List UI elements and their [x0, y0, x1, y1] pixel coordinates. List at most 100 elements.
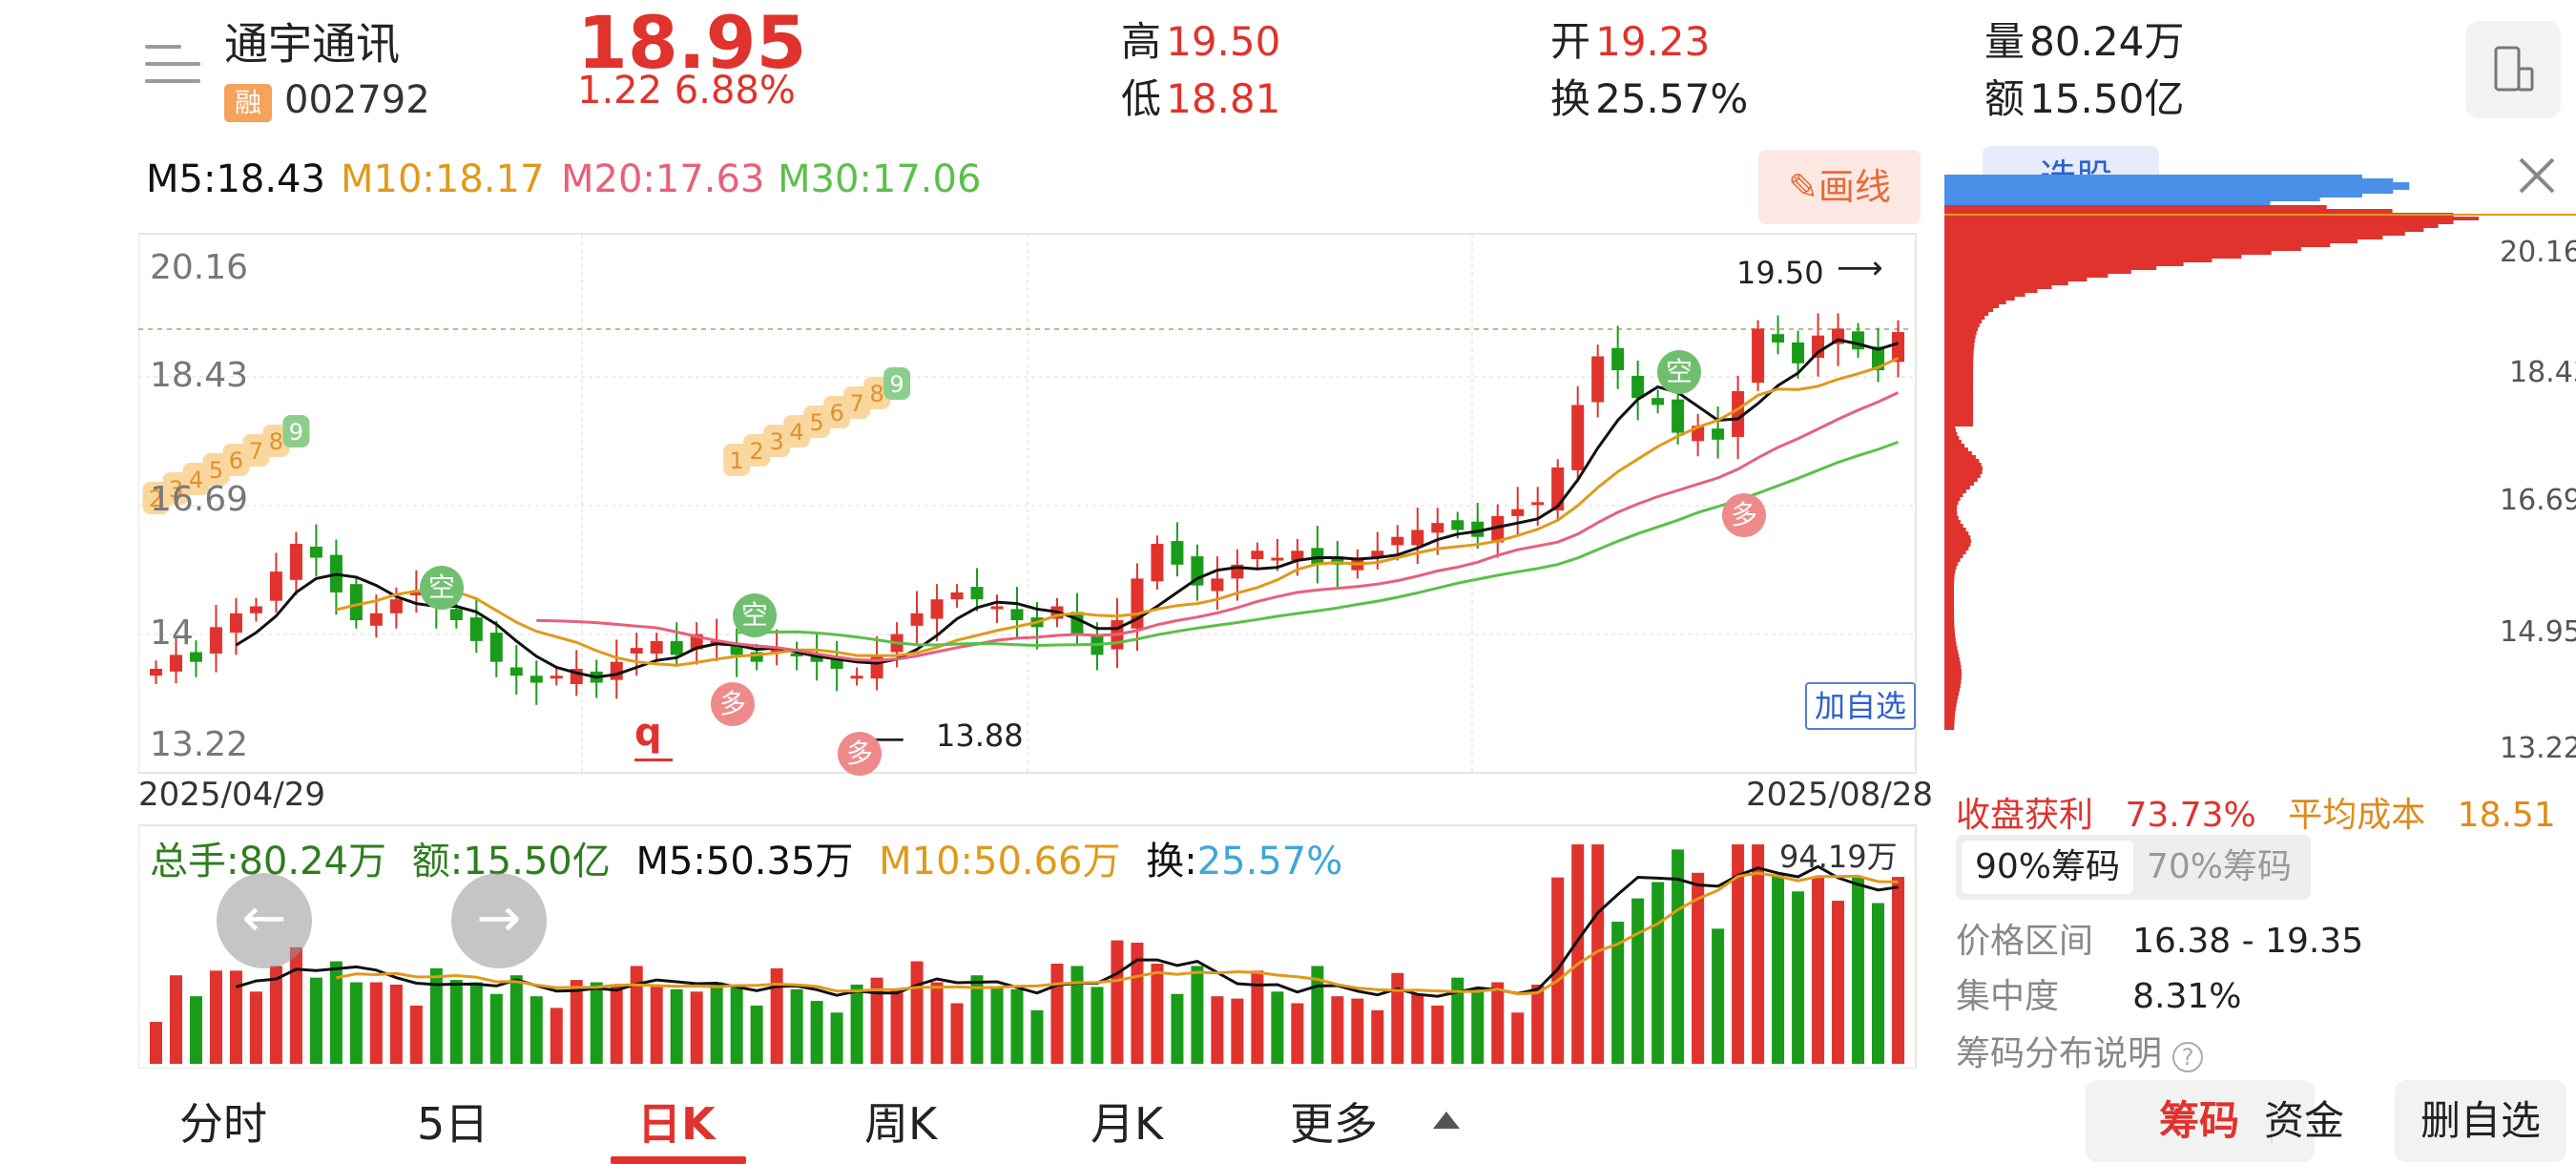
candle-body [229, 613, 242, 634]
volume-bar [409, 1005, 423, 1064]
chip-bar [1944, 320, 1983, 323]
chip-bar [1944, 505, 1958, 509]
chip-bar [1944, 415, 1974, 419]
chip-bar [1944, 726, 1955, 730]
chip-bar [1944, 650, 1959, 654]
chip-bar [1944, 209, 2393, 213]
chip-bar [1944, 335, 1976, 339]
arrow-right-icon: ⟶ [1837, 249, 1883, 287]
quote-low: 低 18.81 [1121, 75, 1281, 122]
volume-ma-lines [235, 864, 1899, 998]
landscape-toggle-button[interactable] [2465, 21, 2561, 118]
chip-bar [1944, 669, 1962, 673]
fund-button[interactable]: 资金 [2263, 1097, 2344, 1144]
phone-rotate-icon [2494, 46, 2534, 92]
chip-bar [1944, 447, 1968, 451]
chip-explain-link[interactable]: 筹码分布说明 ? [1956, 1026, 2204, 1075]
chip-bar [1944, 486, 1970, 489]
chip-bar [1944, 205, 2327, 209]
volume-bar [1371, 1009, 1384, 1064]
volume-bar [1471, 988, 1485, 1064]
chip-bar [1944, 547, 1969, 551]
candle-body [970, 587, 984, 600]
remove-watchlist-button[interactable]: 删自选 [2395, 1080, 2566, 1162]
chip-axis-3: 16.69 [2500, 484, 2576, 517]
candle-body [950, 592, 964, 600]
tab-chip-70[interactable]: 70%筹码 [2146, 847, 2293, 886]
close-icon[interactable] [2513, 152, 2561, 199]
tab-monthly-k[interactable]: 月K [1091, 1098, 1164, 1150]
chip-bar [1944, 600, 1955, 604]
tab-daily-k[interactable]: 日K [637, 1098, 716, 1150]
sequence-mark-label: 5 [809, 409, 823, 436]
chip-bar [1944, 425, 1956, 428]
menu-icon[interactable] [145, 43, 202, 91]
chip-bar [1944, 566, 1957, 570]
chip-bar [1944, 692, 1960, 696]
ma30-legend: M30:17.06 [778, 157, 982, 201]
add-watchlist-button[interactable]: 加自选 [1805, 682, 1916, 730]
chip-axis-2: 18.43 [2509, 356, 2576, 389]
tab-5day[interactable]: 5日 [417, 1098, 489, 1150]
candle-body [850, 676, 863, 679]
sequence-mark-label: 9 [289, 419, 303, 446]
quote-header: 通宇通讯 融 002792 18.95 1.22 6.88% 高 19.50 低… [0, 0, 2576, 138]
chip-bar [1944, 657, 1961, 661]
chip-bar [1944, 217, 2479, 220]
candle-body [930, 599, 944, 619]
candle-body [1551, 467, 1565, 511]
arrow-right-nav-button[interactable]: → [451, 873, 547, 968]
candle-body [1631, 375, 1645, 399]
ma30-line [737, 440, 1900, 648]
chip-bar [1944, 400, 1974, 404]
volume-bars [149, 844, 1905, 1064]
volume-bar [1752, 844, 1765, 1064]
chip-bar [1944, 377, 1974, 381]
chip-button[interactable]: 筹码 [2086, 1080, 2315, 1162]
volume-bar [1891, 877, 1905, 1064]
volume-max-label: 94.19万 [1779, 839, 1898, 875]
volume-bar [489, 993, 503, 1064]
quote-open: 开 19.23 [1550, 18, 1711, 65]
sequence-mark-label: 3 [770, 428, 784, 455]
chip-bar [1944, 711, 1956, 715]
sequence-mark: 9 [883, 367, 911, 400]
stock-name: 通宇通讯 [224, 18, 400, 70]
current-price: 18.95 [577, 0, 807, 85]
volume-bar [1191, 966, 1204, 1064]
volume-bar [389, 984, 403, 1064]
sequence-mark: 9 [282, 415, 310, 447]
volume-bar [449, 980, 463, 1064]
chip-bar [1944, 224, 2439, 228]
chip-bar [1944, 493, 1963, 497]
chip-bar [1944, 531, 1969, 535]
volume-bar [1331, 996, 1344, 1064]
chip-axis-4: 14.95 [2500, 615, 2576, 649]
volume-bar [269, 966, 282, 1064]
ma10-line [336, 356, 1900, 667]
chip-bar [1944, 278, 2088, 281]
tab-weekly-k[interactable]: 周K [864, 1098, 938, 1150]
candle-body [1792, 342, 1805, 364]
tab-more[interactable]: 更多 [1290, 1098, 1378, 1150]
caret-up-icon[interactable] [1433, 1112, 1460, 1129]
draw-line-button[interactable]: ✎画线 [1758, 150, 1921, 224]
chip-bar [1944, 703, 1957, 707]
volume-bar [1010, 988, 1024, 1064]
candle-body [1451, 520, 1465, 530]
candle-body [1371, 551, 1384, 558]
tab-chip-90[interactable]: 90%筹码 [1962, 841, 2133, 894]
tab-intraday[interactable]: 分时 [179, 1098, 267, 1150]
duo-badge: 多 [1722, 493, 1766, 537]
price-axis-4: 14 [150, 613, 194, 653]
chip-bar [1944, 715, 1955, 718]
chip-bar [1944, 551, 1966, 554]
chip-bar [1944, 718, 1955, 722]
chip-bar [1944, 478, 1978, 482]
chip-bar [1944, 432, 1958, 436]
date-start: 2025/04/29 [138, 776, 325, 814]
sequence-mark-label: 8 [269, 428, 283, 455]
chip-bar [1944, 570, 1956, 573]
candle-body [1171, 541, 1184, 565]
arrow-left-nav-button[interactable]: ← [217, 873, 312, 968]
